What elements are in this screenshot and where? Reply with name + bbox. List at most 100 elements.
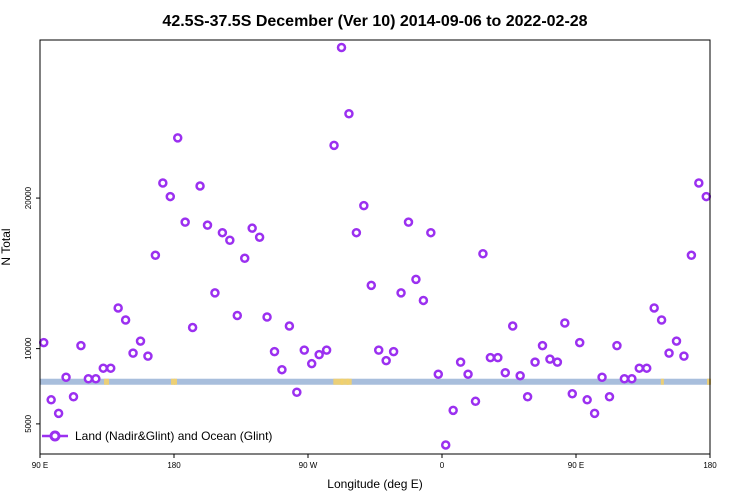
land-fleck-8 [707,378,712,385]
data-point [470,396,481,407]
data-point [493,352,503,363]
data-point [589,408,600,419]
data-point [91,373,101,384]
data-point [426,227,436,238]
chart-title: 42.5S-37.5S December (Ver 10) 2014-09-06… [162,13,587,30]
data-point [649,303,659,313]
data-point [165,191,176,202]
data-point [292,387,302,398]
data-point [277,364,287,375]
data-point [344,109,354,119]
data-point [671,336,682,346]
data-point [76,340,86,351]
data-point [552,357,563,367]
data-point [351,227,362,238]
x-tick-label-1: 180 [167,461,181,470]
data-point [381,355,391,366]
data-point [463,369,473,379]
data-point [656,315,667,325]
data-point [515,370,525,381]
data-point [574,337,585,348]
data-point [612,340,622,351]
y-tick-label-0: 5000 [24,414,33,432]
land-fleck-3 [174,378,177,385]
data-point [68,392,79,402]
data-point [366,280,377,291]
data-points [38,42,712,450]
y-tick-label-1: 10000 [24,337,33,360]
data-point [500,367,511,378]
data-point [158,178,168,188]
data-point [46,395,56,405]
data-point [679,351,689,361]
ocean-band [40,378,712,385]
x-tick-label-0: 90 E [32,461,48,470]
land-fleck-5 [340,378,349,385]
x-tick-label-3: 0 [440,461,445,470]
data-point [418,295,429,306]
data-point [641,363,652,373]
data-point [694,178,704,188]
data-point [478,249,488,259]
data-point [433,369,444,379]
legend-label: Land (Nadir&Glint) and Ocean (Glint) [75,429,272,443]
data-point [411,274,421,285]
data-point [530,357,540,367]
axes: 90 E 180 90 W 0 90 E 180 5000 10000 20000 [24,186,717,470]
land-fleck-4 [333,378,344,385]
data-point [180,217,190,227]
data-point [403,217,414,227]
data-point [321,345,332,355]
data-point [373,345,384,355]
data-point [120,315,131,325]
x-tick-label-5: 180 [703,461,717,470]
data-point [329,140,339,151]
data-point [143,351,153,361]
data-point [269,346,280,357]
data-point [306,358,317,369]
data-point [582,395,592,405]
data-point [686,250,697,261]
data-point [61,372,71,382]
data-point [627,373,637,384]
data-point [239,253,250,264]
data-point [210,288,220,298]
data-point [336,42,347,53]
data-point [664,348,674,358]
x-axis-label: Longitude (deg E) [327,477,422,491]
plot-frame [39,39,711,455]
land-fleck-1 [107,378,109,385]
data-point [314,349,324,360]
data-point [247,223,257,233]
data-point [262,312,272,322]
data-point [567,389,578,399]
data-point [284,321,295,331]
data-point [396,288,406,298]
data-point [217,227,228,238]
data-point [98,363,109,373]
data-point [440,440,451,450]
data-point [545,354,555,364]
data-point [232,310,243,321]
x-tick-label-2: 90 W [299,461,318,470]
data-point [202,220,213,230]
data-point [128,348,138,358]
data-point [150,250,161,261]
data-point [172,133,183,143]
data-point [507,321,518,331]
legend-marker [49,430,61,442]
y-tick-label-2: 20000 [24,186,33,209]
data-point [604,392,615,402]
data-point [619,373,630,384]
data-point [225,235,235,245]
data-point [455,357,466,367]
data-point [634,363,645,373]
data-point [701,191,712,202]
data-point [388,346,399,357]
data-point [113,303,123,313]
data-point [537,340,548,351]
data-point [560,318,570,328]
data-point [53,408,64,419]
data-point [299,345,310,355]
